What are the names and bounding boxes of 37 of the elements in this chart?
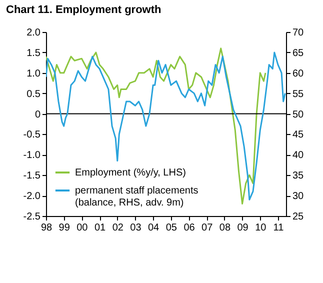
y-tick-label: 2.0 — [26, 28, 41, 38]
y2-tick-label: 55 — [292, 88, 304, 100]
x-tick-label: 00 — [76, 222, 88, 234]
y-tick-label: -1.5 — [23, 170, 41, 182]
y2-tick-label: 35 — [292, 170, 304, 182]
x-tick-label: 07 — [202, 222, 214, 234]
y2-tick-label: 25 — [292, 212, 304, 222]
legend-label: Employment (%y/y, LHS) — [75, 168, 186, 178]
x-tick-label: 10 — [255, 222, 267, 234]
y2-tick-label: 45 — [292, 130, 304, 141]
y2-tick-label: 60 — [292, 68, 304, 80]
x-tick-label: 01 — [94, 222, 106, 234]
x-tick-label: 11 — [273, 222, 284, 234]
x-tick-label: 09 — [237, 222, 249, 234]
y-tick-label: -2.0 — [23, 191, 41, 202]
x-tick-label: 98 — [40, 222, 52, 234]
y-tick-label: 1.0 — [26, 68, 41, 80]
y-tick-label: 0 — [34, 109, 41, 120]
x-tick-label: 06 — [184, 222, 196, 234]
legend-label: permanent staff placements (balance, RHS, adv. 9m) — [75, 186, 198, 208]
x-tick-label: 99 — [58, 222, 70, 234]
y2-tick-label: 30 — [292, 191, 304, 202]
y2-tick-label: 50 — [292, 109, 304, 120]
y2-tick-label: 40 — [292, 150, 304, 162]
y-tick-label: -1.0 — [23, 150, 41, 162]
x-tick-label: 08 — [219, 222, 231, 234]
x-tick-label: 02 — [112, 222, 124, 234]
y2-tick-label: 70 — [292, 28, 304, 38]
x-tick-label: 05 — [166, 222, 178, 234]
y-tick-label: 1.5 — [26, 48, 41, 59]
y-tick-label: 0.5 — [26, 88, 41, 100]
y2-tick-label: 65 — [292, 48, 304, 59]
chart-title: Chart 11. Employment growth — [6, 4, 162, 16]
y-tick-label: -2.5 — [23, 212, 41, 222]
y-tick-label: -0.5 — [23, 130, 41, 141]
x-tick-label: 04 — [148, 222, 160, 234]
x-tick-label: 03 — [130, 222, 142, 234]
